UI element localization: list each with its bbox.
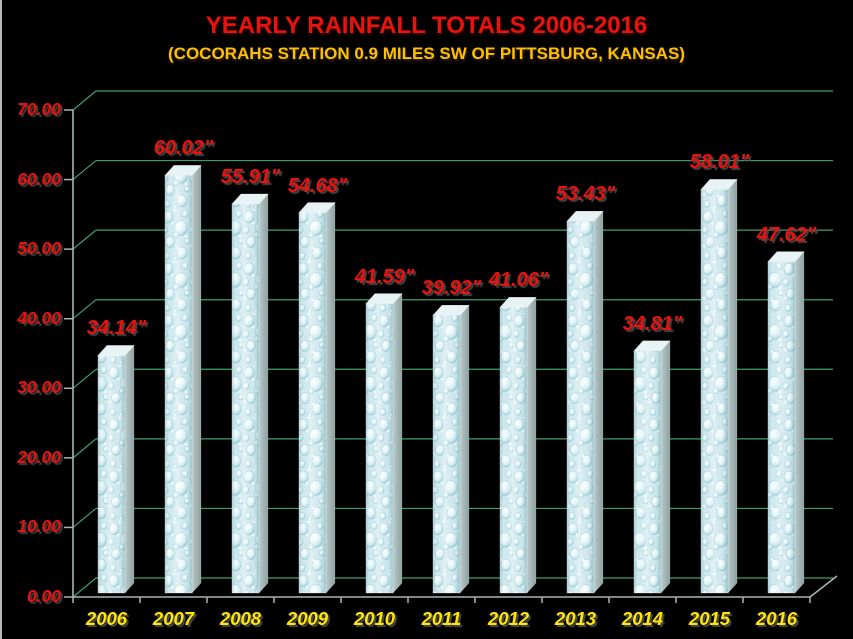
- value-label: 53.43": [555, 183, 616, 206]
- bar-2012: [499, 296, 537, 594]
- value-label: 34.14": [86, 317, 147, 340]
- bar-front-shade: [700, 189, 729, 594]
- bar-front-shade: [365, 303, 394, 594]
- bar-2015: [700, 178, 738, 594]
- category-label-2013: 2013: [554, 608, 597, 629]
- bar-front-shade: [97, 355, 126, 594]
- bar-2009: [298, 201, 336, 594]
- bar-2011: [432, 304, 470, 594]
- category-label-2012: 2012: [487, 608, 530, 629]
- bar-front-shade: [231, 203, 260, 594]
- bar-side-face: [124, 344, 135, 594]
- bar-2007: [164, 164, 202, 594]
- bar-front-shade: [767, 261, 796, 594]
- y-axis-label: 50.00: [17, 238, 61, 259]
- floor-edge-line: [809, 575, 838, 598]
- gridline-connector: [72, 160, 97, 181]
- y-axis-label: 40.00: [17, 307, 61, 328]
- gridline-connector: [72, 438, 97, 459]
- category-label-2015: 2015: [688, 608, 731, 629]
- gridline-connector: [72, 577, 97, 598]
- bar-side-face: [593, 210, 604, 594]
- bars: [97, 164, 805, 594]
- value-label: 41.06": [488, 269, 549, 292]
- value-label: 55.91": [220, 166, 281, 189]
- bar-front-shade: [499, 306, 528, 594]
- y-axis-label: 70.00: [17, 99, 61, 119]
- bar-front-shade: [298, 212, 327, 594]
- category-label-2016: 2016: [755, 608, 798, 629]
- y-axis-label: 60.00: [17, 168, 61, 189]
- y-axis-label: 10.00: [17, 516, 61, 537]
- slide-edge-highlight: [0, 0, 2, 639]
- chart-subtitle: (COCORAHS STATION 0.9 MILES SW OF PITTSB…: [168, 44, 685, 63]
- bar-2013: [566, 210, 604, 594]
- bar-2014: [633, 340, 671, 594]
- gridline-connector: [72, 299, 97, 320]
- bar-side-face: [794, 250, 805, 594]
- bar-side-face: [660, 340, 671, 594]
- y-axis-label: 0.00: [26, 586, 61, 606]
- category-label-2006: 2006: [85, 608, 128, 629]
- bar-front-shade: [164, 175, 193, 594]
- bar-front-shade: [633, 350, 662, 594]
- axes: [64, 109, 838, 603]
- value-label: 39.92": [421, 277, 482, 300]
- value-label: 58.01": [689, 151, 750, 174]
- y-axis-label: 30.00: [17, 377, 61, 398]
- value-label: 60.02": [153, 137, 214, 160]
- y-axis-label: 20.00: [17, 446, 61, 467]
- bar-side-face: [459, 304, 470, 594]
- bar-2010: [365, 292, 403, 594]
- gridline-connector: [72, 368, 97, 389]
- chart-title: YEARLY RAINFALL TOTALS 2006-2016: [205, 12, 648, 39]
- bar-2016: [767, 250, 805, 594]
- category-label-2008: 2008: [219, 608, 262, 629]
- category-label-2009: 2009: [286, 608, 329, 629]
- bar-front-shade: [432, 314, 461, 594]
- value-label: 41.59": [354, 265, 415, 288]
- category-label-2011: 2011: [421, 608, 462, 629]
- bar-front-shade: [566, 220, 595, 594]
- category-label-2010: 2010: [353, 608, 396, 629]
- bar-side-face: [392, 292, 403, 594]
- gridline-connector: [72, 507, 97, 528]
- category-label-2007: 2007: [152, 608, 195, 629]
- bar-side-face: [258, 193, 269, 594]
- bar-2006: [97, 344, 135, 594]
- category-label-2014: 2014: [621, 608, 664, 629]
- bar-side-face: [325, 201, 336, 594]
- bar-2008: [231, 193, 269, 594]
- value-label: 54.68": [287, 174, 348, 197]
- bar-side-face: [191, 164, 202, 594]
- value-label: 34.81": [622, 312, 683, 335]
- gridline-connector: [72, 90, 97, 111]
- bar-side-face: [526, 296, 537, 594]
- value-label: 47.62": [756, 223, 817, 246]
- gridline-connector: [72, 229, 97, 250]
